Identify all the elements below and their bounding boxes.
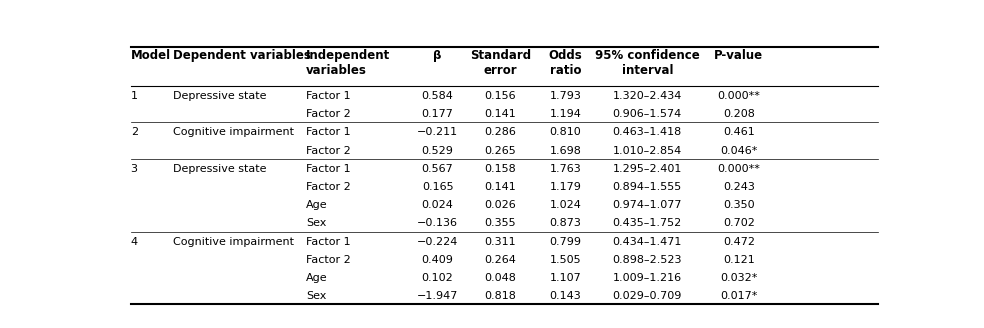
- Text: Sex: Sex: [306, 218, 327, 228]
- Text: Factor 2: Factor 2: [306, 182, 350, 192]
- Text: −0.211: −0.211: [417, 128, 459, 137]
- Text: 0.286: 0.286: [484, 128, 517, 137]
- Text: Depressive state: Depressive state: [172, 164, 266, 174]
- Text: 0.810: 0.810: [549, 128, 582, 137]
- Text: 0.472: 0.472: [723, 236, 755, 247]
- Text: Factor 1: Factor 1: [306, 236, 350, 247]
- Text: 0.000**: 0.000**: [717, 91, 761, 101]
- Text: 0.032*: 0.032*: [720, 273, 758, 283]
- Text: −0.224: −0.224: [417, 236, 459, 247]
- Text: 0.208: 0.208: [723, 109, 755, 119]
- Text: 1.763: 1.763: [549, 164, 582, 174]
- Text: 1.295–2.401: 1.295–2.401: [613, 164, 682, 174]
- Text: 1.194: 1.194: [549, 109, 582, 119]
- Text: 0.026: 0.026: [484, 200, 517, 210]
- Text: 0.461: 0.461: [723, 128, 755, 137]
- Text: 0.017*: 0.017*: [720, 291, 758, 301]
- Text: Model: Model: [131, 50, 171, 62]
- Text: 0.156: 0.156: [485, 91, 517, 101]
- Text: 0.158: 0.158: [484, 164, 517, 174]
- Text: 3: 3: [131, 164, 138, 174]
- Text: 0.177: 0.177: [421, 109, 454, 119]
- Text: 0.311: 0.311: [485, 236, 517, 247]
- Text: 1.698: 1.698: [549, 146, 582, 156]
- Text: 1.010–2.854: 1.010–2.854: [613, 146, 682, 156]
- Text: Factor 1: Factor 1: [306, 164, 350, 174]
- Text: 0.121: 0.121: [723, 255, 755, 265]
- Text: 0.350: 0.350: [723, 200, 755, 210]
- Text: 95% confidence
interval: 95% confidence interval: [595, 50, 700, 77]
- Text: −1.947: −1.947: [417, 291, 459, 301]
- Text: 0.024: 0.024: [421, 200, 454, 210]
- Text: 1.793: 1.793: [549, 91, 582, 101]
- Text: P-value: P-value: [714, 50, 764, 62]
- Text: 0.702: 0.702: [723, 218, 755, 228]
- Text: Age: Age: [306, 273, 328, 283]
- Text: Standard
error: Standard error: [470, 50, 531, 77]
- Text: Cognitive impairment: Cognitive impairment: [172, 128, 293, 137]
- Text: Factor 1: Factor 1: [306, 91, 350, 101]
- Text: 0.029–0.709: 0.029–0.709: [613, 291, 682, 301]
- Text: 0.873: 0.873: [549, 218, 582, 228]
- Text: 0.529: 0.529: [421, 146, 454, 156]
- Text: Odds
ratio: Odds ratio: [548, 50, 583, 77]
- Text: 0.000**: 0.000**: [717, 164, 761, 174]
- Text: 0.141: 0.141: [484, 182, 517, 192]
- Text: 1.320–2.434: 1.320–2.434: [613, 91, 682, 101]
- Text: 0.046*: 0.046*: [720, 146, 758, 156]
- Text: 1.179: 1.179: [549, 182, 582, 192]
- Text: 1.024: 1.024: [549, 200, 582, 210]
- Text: 0.434–1.471: 0.434–1.471: [613, 236, 682, 247]
- Text: 2: 2: [131, 128, 138, 137]
- Text: β: β: [433, 50, 442, 62]
- Text: 0.264: 0.264: [484, 255, 517, 265]
- Text: 0.435–1.752: 0.435–1.752: [613, 218, 682, 228]
- Text: Factor 2: Factor 2: [306, 146, 350, 156]
- Text: Depressive state: Depressive state: [172, 91, 266, 101]
- Text: 0.894–1.555: 0.894–1.555: [613, 182, 682, 192]
- Text: 0.898–2.523: 0.898–2.523: [612, 255, 682, 265]
- Text: Factor 2: Factor 2: [306, 255, 350, 265]
- Text: Age: Age: [306, 200, 328, 210]
- Text: 1.505: 1.505: [549, 255, 582, 265]
- Text: 1.107: 1.107: [549, 273, 582, 283]
- Text: Dependent variables: Dependent variables: [172, 50, 310, 62]
- Text: 0.355: 0.355: [485, 218, 517, 228]
- Text: 1: 1: [131, 91, 138, 101]
- Text: 0.818: 0.818: [484, 291, 517, 301]
- Text: Sex: Sex: [306, 291, 327, 301]
- Text: 1.009–1.216: 1.009–1.216: [613, 273, 682, 283]
- Text: 0.409: 0.409: [421, 255, 454, 265]
- Text: 0.165: 0.165: [422, 182, 454, 192]
- Text: Factor 1: Factor 1: [306, 128, 350, 137]
- Text: 0.906–1.574: 0.906–1.574: [613, 109, 682, 119]
- Text: 0.799: 0.799: [549, 236, 582, 247]
- Text: 0.102: 0.102: [422, 273, 454, 283]
- Text: 0.243: 0.243: [723, 182, 755, 192]
- Text: Factor 2: Factor 2: [306, 109, 350, 119]
- Text: 0.584: 0.584: [421, 91, 454, 101]
- Text: −0.136: −0.136: [417, 218, 459, 228]
- Text: Independent
variables: Independent variables: [306, 50, 391, 77]
- Text: 0.048: 0.048: [484, 273, 517, 283]
- Text: 0.567: 0.567: [422, 164, 454, 174]
- Text: 4: 4: [131, 236, 138, 247]
- Text: 0.463–1.418: 0.463–1.418: [613, 128, 682, 137]
- Text: Cognitive impairment: Cognitive impairment: [172, 236, 293, 247]
- Text: 0.974–1.077: 0.974–1.077: [612, 200, 682, 210]
- Text: 0.141: 0.141: [484, 109, 517, 119]
- Text: 0.265: 0.265: [484, 146, 517, 156]
- Text: 0.143: 0.143: [549, 291, 582, 301]
